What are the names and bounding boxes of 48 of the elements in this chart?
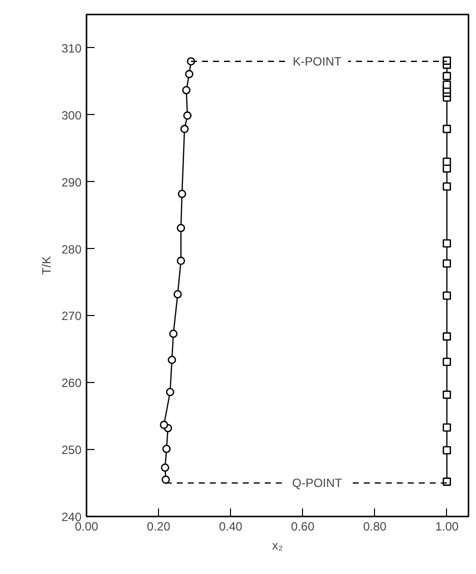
y-axis-title: T/K xyxy=(39,256,54,275)
point xyxy=(442,332,452,341)
point xyxy=(162,444,171,454)
point xyxy=(442,423,452,432)
point xyxy=(174,290,182,298)
y-tick-label: 250 xyxy=(61,443,82,458)
y-tick-label: 280 xyxy=(61,242,82,256)
x-tick-label: 0.60 xyxy=(291,520,315,534)
annotation: Q-POINT xyxy=(292,476,343,490)
y-tick-label: 290 xyxy=(61,175,82,190)
point xyxy=(442,124,452,134)
point xyxy=(442,72,452,80)
x-axis-title: x₂ xyxy=(272,538,284,552)
point xyxy=(182,86,190,94)
point xyxy=(185,70,194,78)
point xyxy=(442,182,452,191)
point xyxy=(442,56,452,65)
x-tick-label: 0.80 xyxy=(363,520,387,534)
point xyxy=(186,57,196,66)
y-tick-label: 310 xyxy=(61,41,82,56)
point xyxy=(442,478,452,486)
point xyxy=(169,330,178,338)
point xyxy=(442,158,452,166)
x-tick-label: 0.00 xyxy=(74,520,99,534)
point xyxy=(442,239,452,248)
x-tick-label: 1.00 xyxy=(435,520,459,534)
point xyxy=(176,224,186,232)
point xyxy=(442,259,452,268)
point xyxy=(178,190,186,198)
x-tick-label: 0.40 xyxy=(218,520,243,534)
point xyxy=(442,291,452,300)
y-tick-label: 270 xyxy=(61,309,82,324)
point xyxy=(166,388,174,396)
y-tick-label: 300 xyxy=(61,108,82,122)
annotation: K-POINT xyxy=(292,54,342,68)
point xyxy=(442,390,452,399)
point xyxy=(180,124,189,134)
point xyxy=(162,476,170,484)
point xyxy=(442,358,452,366)
point xyxy=(160,463,170,472)
y-tick-label: 260 xyxy=(61,376,82,390)
point xyxy=(160,420,168,429)
x-tick-label: 0.20 xyxy=(146,520,171,534)
point xyxy=(168,356,176,364)
point xyxy=(442,446,452,454)
point xyxy=(176,256,186,265)
point xyxy=(442,80,452,89)
point xyxy=(183,111,192,120)
